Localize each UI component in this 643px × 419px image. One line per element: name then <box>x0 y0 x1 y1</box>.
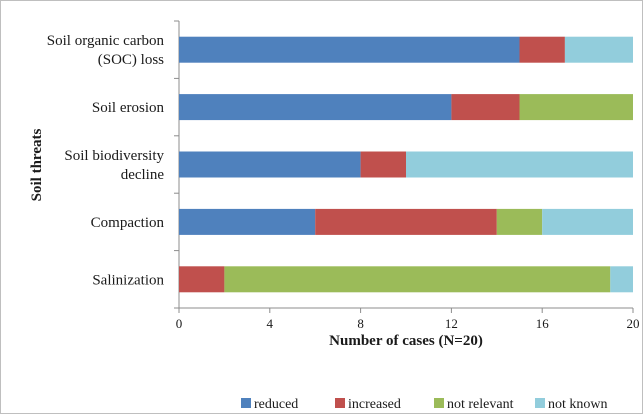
bar-segment-not-relevant <box>519 94 633 121</box>
bar-segment-increased <box>451 94 520 121</box>
x-tick-label: 16 <box>536 316 550 331</box>
legend-swatch <box>535 398 545 408</box>
category-label: Soil organic carbon <box>47 33 165 49</box>
bar-segment-not-known <box>542 208 633 235</box>
category-label: Soil erosion <box>92 100 165 116</box>
bar-segment-increased <box>360 151 406 178</box>
bar-segment-increased <box>315 208 497 235</box>
x-tick-label: 4 <box>267 316 274 331</box>
x-axis-title: Number of cases (N=20) <box>329 333 483 349</box>
plot-area: 0 4 8 12 16 20 Soil organic carbon (SOC) loss So… <box>47 20 640 331</box>
bar-segment-not-relevant <box>224 266 611 293</box>
legend: reduced increased not relevant not known <box>241 397 608 412</box>
legend-swatch <box>434 398 444 408</box>
x-tick-label: 20 <box>627 316 640 331</box>
legend-swatch <box>241 398 251 408</box>
bar-segment-increased <box>179 266 225 293</box>
x-tick-label: 12 <box>445 316 458 331</box>
bar-segment-not-known <box>610 266 633 293</box>
bar-segment-not-known <box>564 36 633 63</box>
legend-label: reduced <box>254 397 298 412</box>
category-label: decline <box>121 167 165 183</box>
category-label: Salinization <box>92 272 164 288</box>
y-axis-title: Soil threats <box>29 129 45 202</box>
legend-label: not known <box>548 397 608 412</box>
bar-segment-reduced <box>179 94 452 121</box>
legend-label: increased <box>348 397 401 412</box>
category-label: Compaction <box>91 215 165 231</box>
bar-segment-reduced <box>179 208 316 235</box>
bar-segment-reduced <box>179 36 520 63</box>
category-label: (SOC) loss <box>98 52 164 68</box>
category-label: Soil biodiversity <box>64 148 164 164</box>
legend-label: not relevant <box>447 397 514 412</box>
bar-segment-not-relevant <box>496 208 543 235</box>
x-tick-label: 0 <box>176 316 183 331</box>
bar-segment-reduced <box>179 151 361 178</box>
bar-segment-increased <box>519 36 565 63</box>
legend-swatch <box>335 398 345 408</box>
bar-segment-not-known <box>406 151 633 178</box>
x-tick-label: 8 <box>357 316 364 331</box>
